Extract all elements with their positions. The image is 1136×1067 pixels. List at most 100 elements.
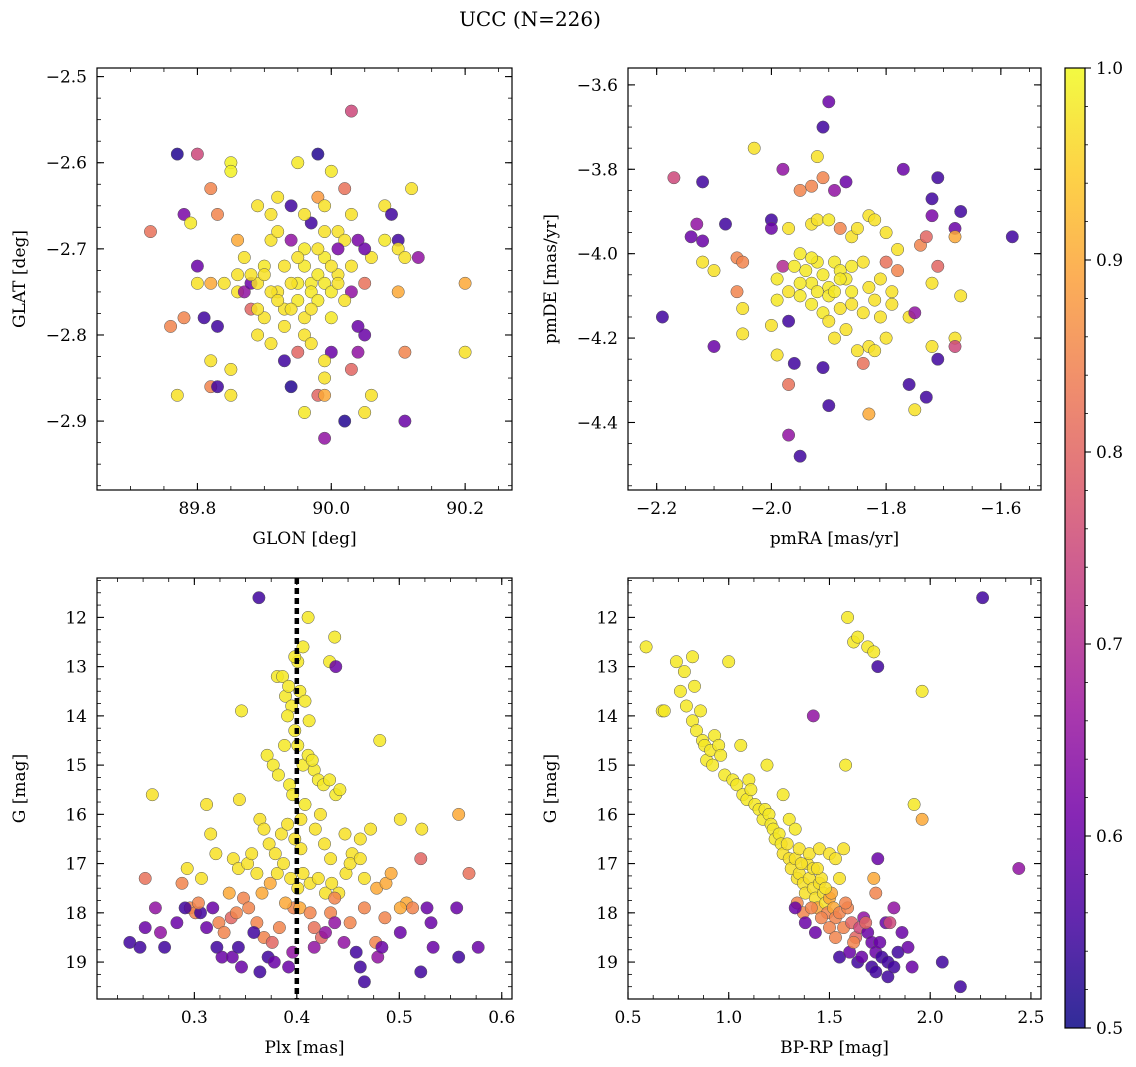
scatter-point — [364, 822, 378, 836]
scatter-point — [319, 926, 332, 939]
scatter-point — [420, 901, 434, 915]
scatter-point — [850, 344, 864, 358]
scatter-point — [304, 216, 318, 230]
scatter-point — [901, 940, 915, 954]
scatter-point — [770, 272, 784, 286]
scatter-point — [311, 294, 325, 307]
scatter-point — [303, 906, 317, 920]
scatter-point — [744, 783, 758, 797]
scatter-point — [305, 753, 319, 767]
scatter-point — [788, 901, 802, 915]
scatter-point — [411, 251, 425, 264]
scatter-point — [318, 354, 332, 368]
x-axis-label: BP-RP [mag] — [780, 1038, 889, 1058]
scatter-point — [837, 842, 851, 856]
scatter-panel-4: 0.5 1.0 1.5 2.0 2.5 12 13 14 15 16 17 18 19 BP-RP [ma… — [541, 577, 1044, 1058]
scatter-point — [298, 311, 311, 325]
scatter-point — [393, 901, 407, 915]
scatter-point — [311, 242, 325, 256]
scatter-point — [357, 975, 371, 989]
scatter-point — [679, 699, 693, 713]
scatter-point — [358, 328, 372, 342]
scatter-point — [816, 361, 830, 375]
scatter-point — [867, 645, 881, 659]
y-tick-label: 13 — [65, 658, 87, 678]
scatter-point — [776, 259, 790, 273]
x-axis-label: pmRA [mas/yr] — [770, 529, 899, 549]
scatter-point — [816, 171, 830, 185]
scatter-point — [307, 940, 321, 954]
scatter-point — [235, 704, 248, 718]
x-tick-label: 90.0 — [312, 499, 350, 519]
scatter-point — [311, 147, 325, 161]
scatter-point — [296, 640, 310, 654]
scatter-point — [907, 798, 921, 811]
scatter-point — [277, 857, 290, 871]
scatter-point — [148, 901, 162, 915]
scatter-point — [782, 378, 796, 391]
figure-title: UCC (N=226) — [459, 7, 601, 31]
scatter-point — [707, 340, 721, 353]
x-tick-label: 0.4 — [283, 1008, 310, 1028]
y-axis-label: G [mag] — [541, 754, 561, 823]
scatter-point — [331, 225, 345, 239]
scatter-point — [730, 285, 744, 299]
scatter-point — [364, 251, 378, 264]
scatter-point — [667, 171, 681, 185]
scatter-point — [353, 852, 367, 866]
scatter-point — [263, 876, 277, 890]
scatter-point — [734, 738, 748, 752]
scatter-point — [343, 916, 357, 930]
scatter-point — [891, 243, 905, 256]
scatter-point — [154, 926, 167, 939]
scatter-point — [231, 233, 245, 247]
scatter-point — [318, 431, 332, 445]
scatter-point — [1005, 230, 1019, 244]
scatter-point — [184, 216, 198, 230]
x-tick-label: 89.8 — [178, 499, 216, 519]
scatter-point — [810, 862, 824, 875]
scatter-point — [200, 921, 214, 935]
scatter-point — [804, 901, 818, 915]
scatter-panel-3: 0.3 0.4 0.5 0.6 12 13 14 15 16 17 18 19 Plx [mas] G [… — [10, 577, 515, 1058]
scatter-point — [284, 199, 298, 213]
scatter-point — [873, 272, 887, 286]
scatter-point — [686, 650, 699, 664]
scatter-point — [859, 916, 873, 930]
scatter-point — [829, 931, 842, 944]
scatter-point — [253, 965, 267, 979]
scatter-point — [976, 591, 990, 605]
scatter-point — [277, 354, 291, 368]
scatter-point — [190, 276, 204, 290]
scatter-point — [833, 221, 847, 235]
scatter-point — [277, 259, 291, 273]
scatter-point — [690, 724, 703, 738]
scatter-point — [868, 213, 882, 227]
scatter-point — [810, 150, 824, 164]
scatter-point — [344, 285, 358, 299]
scatter-point — [358, 276, 372, 290]
panels: 89.8 90.0 90.2 −2.9 −2.8 −2.7 −2.6 −2.5 GLON [de… — [10, 67, 1044, 1058]
scatter-point — [839, 175, 853, 189]
scatter-point — [331, 242, 345, 256]
y-tick-label: 14 — [596, 707, 618, 727]
scatter-point — [782, 285, 796, 299]
scatter-point — [673, 684, 687, 698]
x-tick-label: 2.0 — [917, 1008, 944, 1028]
scatter-point — [822, 314, 836, 328]
scatter-point — [282, 960, 296, 974]
x-tick-label: 1.0 — [715, 1008, 742, 1028]
scatter-point — [378, 911, 392, 925]
scatter-point — [264, 337, 278, 351]
scatter-point — [190, 259, 204, 273]
scatter-point — [224, 388, 238, 402]
scatter-point — [828, 183, 841, 197]
scatter-point — [264, 207, 278, 221]
scatter-point — [237, 285, 251, 299]
scatter-point — [191, 896, 205, 910]
scatter-point — [885, 285, 899, 299]
scatter-point — [231, 268, 245, 282]
scatter-point — [329, 660, 343, 674]
scatter-point — [344, 207, 358, 221]
scatter-point — [398, 251, 412, 264]
